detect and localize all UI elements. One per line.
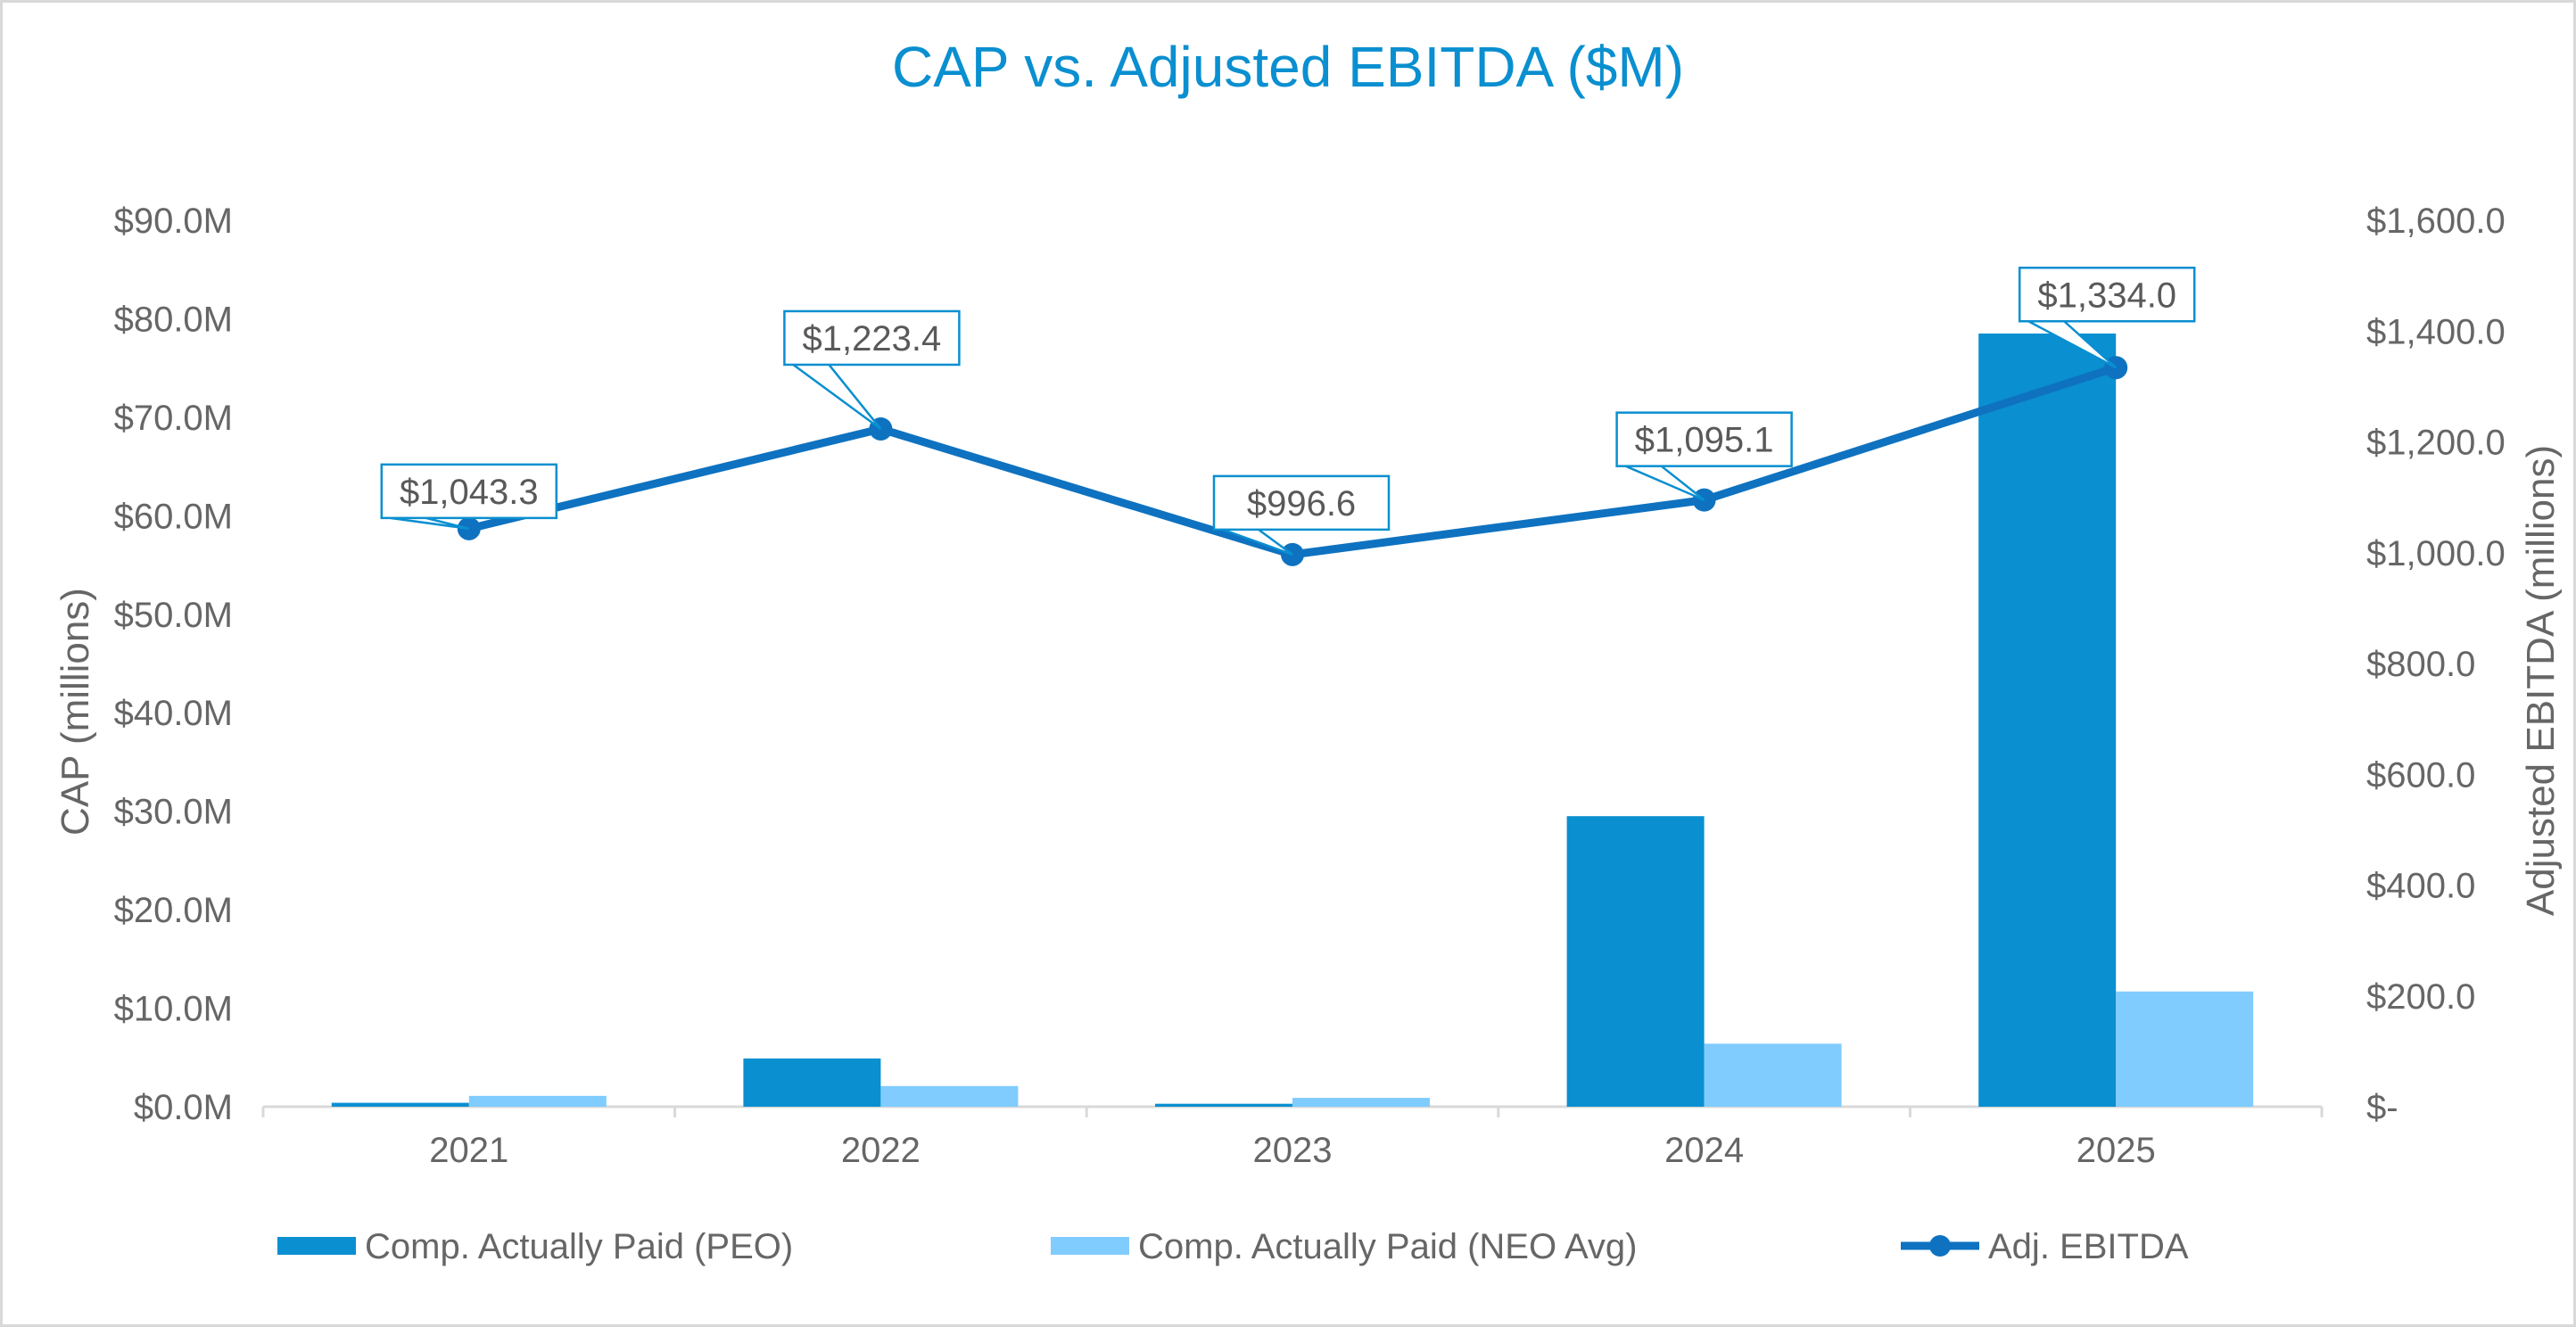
callout-box: [380, 463, 558, 520]
y-right-tick-label: $-: [2366, 1088, 2398, 1127]
bar-neo-avg-2021: [468, 1095, 607, 1107]
legend-swatch-marker: [1929, 1235, 1951, 1257]
callout-box: [1212, 474, 1391, 532]
legend-swatch-peo: [277, 1237, 356, 1255]
y-right-tick-label: $400.0: [2366, 867, 2475, 906]
data-labels: $1,043.3 $1,223.4 $996.6 $1,095.1 $1,334.0: [380, 267, 2196, 556]
y-axis-right-ticks: $- $200.0 $400.0 $600.0 $800.0 $1,000.0 $1,200…: [2366, 202, 2506, 1127]
legend-swatch-neo-avg: [1051, 1237, 1129, 1255]
bar-neo-avg-2025: [2116, 991, 2254, 1107]
x-tick-label: 2025: [2076, 1131, 2156, 1170]
ebitda-data-label-2025: $1,334.0: [2037, 276, 2176, 315]
x-axis: 2021 2022 2023 2024 2025: [261, 1105, 2324, 1170]
line-series: [457, 356, 2128, 566]
y-left-tick-label: $80.0M: [114, 300, 233, 339]
bar-peo-2022: [743, 1058, 881, 1107]
x-tick-label: 2021: [429, 1131, 508, 1170]
callout-pointer: [390, 516, 470, 531]
y-right-tick-label: $600.0: [2366, 755, 2475, 795]
legend-label: Comp. Actually Paid (PEO): [365, 1227, 793, 1266]
ebitda-data-label-2022: $1,223.4: [803, 319, 942, 359]
y-left-tick-label: $60.0M: [114, 497, 233, 536]
y-axis-left-ticks: $0.0M $10.0M $20.0M $30.0M $40.0M $50.0M $60.0…: [114, 202, 233, 1127]
callout-pointer: [1625, 465, 1705, 501]
x-tick-label: 2023: [1253, 1131, 1333, 1170]
y-left-tick-label: $10.0M: [114, 990, 233, 1029]
y-right-tick-label: $800.0: [2366, 645, 2475, 684]
bar-neo-avg-2024: [1704, 1043, 1842, 1107]
ebitda-data-label-2024: $1,095.1: [1635, 421, 1774, 460]
y-right-tick-label: $1,200.0: [2366, 424, 2506, 463]
legend: Comp. Actually Paid (PEO) Comp. Actually …: [277, 1227, 2189, 1266]
callout-box: [783, 309, 961, 367]
callout-box: [1615, 411, 1793, 467]
y-left-tick-label: $30.0M: [114, 793, 233, 832]
bar-peo-2023: [1155, 1103, 1292, 1107]
callout-pointer: [2027, 320, 2118, 369]
bar-peo-2021: [331, 1102, 469, 1107]
y-left-tick-label: $40.0M: [114, 694, 233, 733]
y-right-tick-label: $200.0: [2366, 977, 2475, 1017]
x-tick-label: 2022: [841, 1131, 921, 1170]
y-left-tick-label: $20.0M: [114, 891, 233, 930]
bar-peo-2025: [1978, 334, 2117, 1107]
y-right-tick-label: $1,400.0: [2366, 312, 2506, 351]
callout-pointer: [792, 363, 882, 430]
x-tick-label: 2024: [1664, 1131, 1744, 1170]
y-axis-right-title: Adjusted EBITDA (millions): [2519, 445, 2563, 916]
y-left-tick-label: $0.0M: [134, 1088, 233, 1127]
cap-vs-ebitda-chart: CAP vs. Adjusted EBITDA ($M) CAP (millio…: [54, 35, 2563, 1266]
chart-title: CAP vs. Adjusted EBITDA ($M): [892, 35, 1684, 99]
y-right-tick-label: $1,600.0: [2366, 202, 2506, 241]
legend-label: Comp. Actually Paid (NEO Avg): [1138, 1227, 1638, 1266]
y-axis-left-title: CAP (millions): [54, 588, 97, 836]
bar-peo-2024: [1566, 816, 1705, 1107]
y-right-tick-label: $1,000.0: [2366, 534, 2506, 573]
bar-series: [331, 334, 2254, 1107]
callout-pointer: [1222, 528, 1293, 556]
y-left-tick-label: $70.0M: [114, 399, 233, 438]
bar-neo-avg-2022: [880, 1085, 1019, 1107]
ebitda-data-label-2021: $1,043.3: [400, 473, 539, 512]
y-left-tick-label: $90.0M: [114, 202, 233, 241]
legend-label: Adj. EBITDA: [1988, 1227, 2189, 1266]
ebitda-data-label-2023: $996.6: [1247, 484, 1356, 523]
y-left-tick-label: $50.0M: [114, 596, 233, 635]
callout-box: [2018, 267, 2196, 323]
bar-neo-avg-2023: [1292, 1098, 1430, 1107]
